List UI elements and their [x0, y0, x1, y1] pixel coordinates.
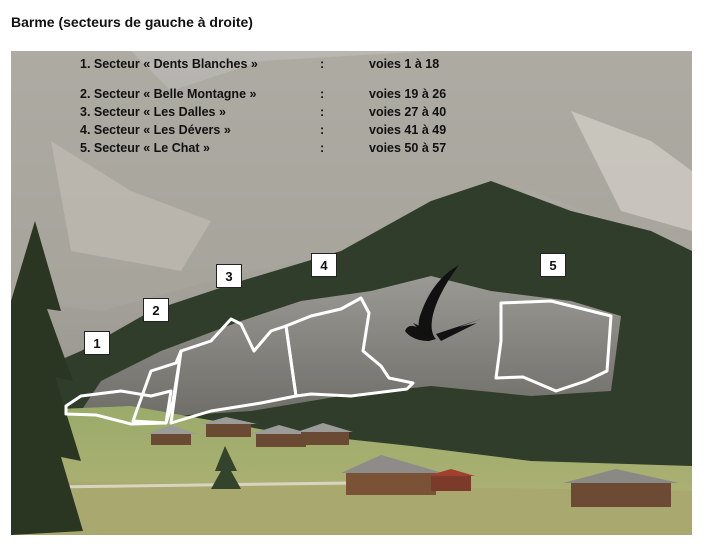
page-title: Barme (secteurs de gauche à droite) — [11, 14, 253, 30]
legend-route-range: voies 1 à 18 — [369, 57, 440, 71]
legend-sector-name: 5. Secteur « Le Chat » — [80, 141, 210, 155]
sector-marker-3: 3 — [216, 264, 242, 288]
legend-separator: : — [320, 141, 325, 155]
sector-4-outline — [284, 296, 415, 398]
legend-route-range: voies 19 à 26 — [369, 87, 447, 101]
legend-separator: : — [320, 57, 325, 71]
sector-marker-4: 4 — [311, 253, 337, 277]
sector-outlines — [64, 296, 613, 426]
legend-sector-name: 1. Secteur « Dents Blanches » — [80, 57, 258, 71]
sector-marker-1: 1 — [84, 331, 110, 355]
legend-sector-name: 3. Secteur « Les Dalles » — [80, 105, 226, 119]
cliff-band — [81, 276, 621, 416]
chalets — [147, 417, 679, 507]
fir-tree — [11, 221, 83, 535]
sector-5-outline — [494, 299, 613, 393]
legend-route-range: voies 41 à 49 — [369, 123, 447, 137]
sector-marker-2: 2 — [143, 298, 169, 322]
legend-sector-name: 4. Secteur « Les Dévers » — [80, 123, 231, 137]
sector-marker-5: 5 — [540, 253, 566, 277]
legend-separator: : — [320, 87, 325, 101]
legend-sector-name: 2. Secteur « Belle Montagne » — [80, 87, 257, 101]
swallow-bird-icon — [405, 265, 481, 341]
legend-route-range: voies 50 à 57 — [369, 141, 447, 155]
legend-route-range: voies 27 à 40 — [369, 105, 447, 119]
sector-1-outline — [64, 389, 173, 426]
legend-separator: : — [320, 105, 325, 119]
crag-photo — [11, 51, 692, 535]
legend-separator: : — [320, 123, 325, 137]
landscape-illustration — [11, 51, 692, 535]
sector-3-outline — [169, 317, 298, 425]
